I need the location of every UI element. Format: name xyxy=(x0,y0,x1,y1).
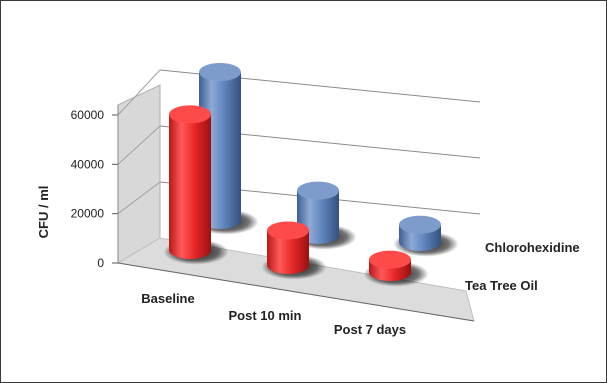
bar-top xyxy=(369,250,411,269)
x-axis-line xyxy=(117,262,475,322)
series-axis-label: Chlorohexidine xyxy=(485,240,580,255)
plot-walls xyxy=(117,84,161,264)
y-tick-label: 0 xyxy=(97,256,104,270)
x-tick-label: Post 7 days xyxy=(334,322,406,337)
bar-top xyxy=(169,105,211,124)
bar-tea-tree-oil-2 xyxy=(363,250,429,287)
bar-chlorohexidine-2 xyxy=(393,215,459,257)
series-axis-label: Tea Tree Oil xyxy=(465,278,538,293)
left-wall xyxy=(117,84,161,264)
y-tick-label: 20000 xyxy=(71,207,105,221)
bar-body xyxy=(267,230,309,274)
y-axis: 0 20000 40000 60000 xyxy=(71,105,119,270)
x-axis: Baseline Post 10 min Post 7 days Tea Tree O… xyxy=(117,240,580,337)
bar-top xyxy=(399,215,441,234)
gridline-wall xyxy=(117,181,161,215)
x-tick-label: Post 10 min xyxy=(229,308,302,323)
y-axis-label: CFU / ml xyxy=(36,186,51,239)
bar-top xyxy=(199,63,241,81)
x-tick-label: Baseline xyxy=(141,291,194,306)
bar-top xyxy=(267,221,309,240)
gridline-wall xyxy=(117,125,161,165)
bar-top xyxy=(297,181,339,200)
bar-body xyxy=(169,114,211,259)
bars xyxy=(163,63,459,287)
gridline-wall xyxy=(117,69,161,116)
y-tick-label: 60000 xyxy=(71,108,105,122)
y-tick-label: 40000 xyxy=(71,157,105,171)
bar-tea-tree-oil-0 xyxy=(163,105,229,265)
bar-tea-tree-oil-1 xyxy=(261,221,327,280)
